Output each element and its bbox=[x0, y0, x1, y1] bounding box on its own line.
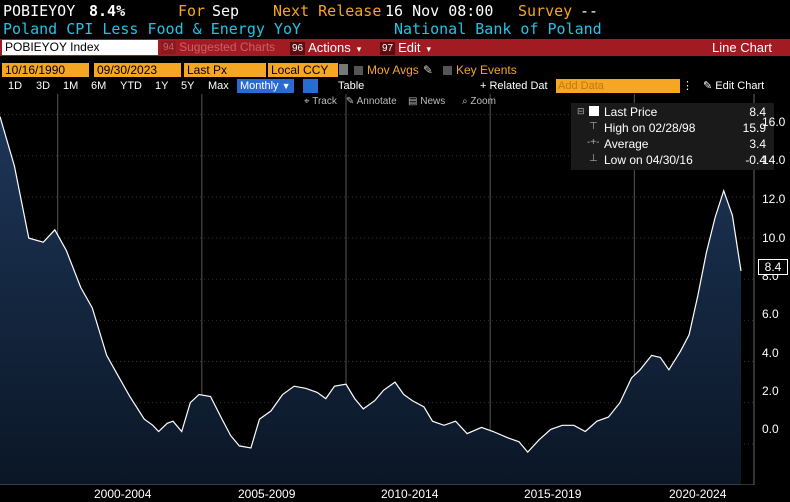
pencil-icon: ✎ bbox=[703, 80, 716, 92]
legend-average-value: 3.4 bbox=[749, 137, 766, 151]
collapse-icon[interactable]: ⊟ bbox=[577, 106, 585, 116]
magnifier-icon: ⌕ bbox=[462, 96, 471, 107]
series-line bbox=[0, 116, 742, 454]
more-options-icon[interactable]: ⋮ bbox=[682, 80, 693, 92]
y-tick-label: 6.0 bbox=[762, 307, 779, 321]
chart-legend: ⊟ Last Price 8.4 ⊤ High on 02/28/98 15.9… bbox=[571, 103, 774, 170]
annotate-tool[interactable]: ✎ Annotate bbox=[346, 96, 397, 107]
source-label: National Bank of Poland bbox=[394, 20, 602, 38]
legend-low-value: -0.4 bbox=[745, 153, 766, 167]
next-release-value: 16 Nov 08:00 bbox=[385, 2, 494, 20]
zoom-tool[interactable]: ⌕ Zoom bbox=[462, 96, 496, 107]
x-tick-label: 2020-2024 bbox=[669, 487, 727, 501]
series-swatch bbox=[589, 106, 599, 116]
x-tick-label: 2015-2019 bbox=[524, 487, 582, 501]
tab-3d[interactable]: 3D bbox=[36, 80, 51, 92]
checkbox-icon bbox=[443, 66, 452, 75]
low-marker-icon: ⊥ bbox=[589, 153, 598, 164]
last-value-marker: 8.4 bbox=[758, 259, 788, 275]
legend-high-label: High on 02/28/98 bbox=[604, 121, 696, 135]
edit-menu[interactable]: 97 Edit ▾ bbox=[380, 40, 432, 55]
x-tick-label: 2010-2014 bbox=[381, 487, 439, 501]
frequency-select[interactable]: Monthly ▼ bbox=[237, 79, 294, 93]
suggested-charts-button[interactable]: 94 Suggested Charts bbox=[161, 40, 276, 54]
tab-5y[interactable]: 5Y bbox=[181, 80, 195, 92]
high-marker-icon: ⊤ bbox=[589, 121, 598, 132]
currency-dropdown-icon[interactable] bbox=[339, 64, 348, 75]
security-field[interactable]: POBIEYOY Index bbox=[2, 40, 158, 55]
news-icon: ▤ bbox=[408, 96, 421, 107]
actions-menu[interactable]: 96 Actions ▾ bbox=[290, 40, 362, 55]
checkbox-icon bbox=[354, 66, 363, 75]
related-data-button[interactable]: + Related Dat bbox=[480, 80, 548, 92]
x-tick-label: 2005-2009 bbox=[238, 487, 296, 501]
y-tick-label: 2.0 bbox=[762, 384, 779, 398]
tab-1m[interactable]: 1M bbox=[63, 80, 79, 92]
y-tick-label: 14.0 bbox=[762, 153, 786, 167]
track-tool[interactable]: ⌖ Track bbox=[304, 96, 337, 107]
area-fill bbox=[0, 116, 741, 485]
legend-high-value: 15.9 bbox=[742, 121, 766, 135]
edit-chart-button[interactable]: ✎ Edit Chart bbox=[703, 80, 765, 92]
next-release-label: Next Release bbox=[273, 2, 382, 20]
key-events-toggle[interactable]: Key Events bbox=[443, 63, 517, 77]
survey-value: -- bbox=[580, 2, 599, 20]
y-tick-label: 12.0 bbox=[762, 192, 786, 206]
last-value: 8.4% bbox=[89, 2, 126, 20]
y-tick-label: 4.0 bbox=[762, 346, 779, 360]
chevron-down-icon: ▾ bbox=[356, 44, 362, 54]
for-label: For bbox=[178, 2, 206, 20]
end-date-field[interactable]: 09/30/2023 bbox=[94, 63, 181, 77]
currency-select[interactable]: Local CCY bbox=[268, 63, 338, 77]
y-tick-label: 16.0 bbox=[762, 115, 786, 129]
tab-ytd[interactable]: YTD bbox=[120, 80, 142, 92]
date-separator: - bbox=[90, 63, 94, 77]
tab-1d[interactable]: 1D bbox=[8, 80, 23, 92]
pencil-icon: ✎ bbox=[422, 63, 433, 77]
x-tick-label: 2000-2004 bbox=[94, 487, 152, 501]
table-button[interactable]: Table bbox=[338, 80, 365, 92]
chevron-down-icon: ▾ bbox=[426, 44, 432, 54]
add-data-input[interactable]: Add Data bbox=[556, 79, 680, 93]
survey-label: Survey bbox=[518, 2, 573, 20]
plus-icon: + bbox=[480, 80, 490, 92]
pencil-icon: ✎ bbox=[346, 96, 357, 107]
legend-last-price-value: 8.4 bbox=[749, 105, 766, 119]
line-chart-icon[interactable] bbox=[303, 79, 318, 93]
security-description: Poland CPI Less Food & Energy YoY bbox=[3, 20, 302, 38]
legend-average-label: Average bbox=[604, 137, 649, 151]
y-tick-label: 0.0 bbox=[762, 422, 779, 436]
field-select[interactable]: Last Px bbox=[184, 63, 266, 77]
average-marker-icon: -+- bbox=[587, 137, 600, 148]
y-tick-label: 10.0 bbox=[762, 231, 786, 245]
legend-last-price-label: Last Price bbox=[604, 105, 658, 119]
triangle-down-icon: ▼ bbox=[281, 81, 291, 91]
tab-1y[interactable]: 1Y bbox=[155, 80, 169, 92]
toolbar: POBIEYOY Index 94 Suggested Charts 96 Acti… bbox=[0, 39, 790, 56]
news-tool[interactable]: ▤ News bbox=[408, 96, 446, 107]
tab-6m[interactable]: 6M bbox=[91, 80, 107, 92]
start-date-field[interactable]: 10/16/1990 bbox=[2, 63, 89, 77]
crosshair-icon: ⌖ bbox=[304, 96, 313, 107]
period-tabs: 1D 3D 1M 6M YTD 1Y 5Y Max Monthly ▼ Tabl… bbox=[0, 79, 790, 93]
chart-type-label[interactable]: Line Chart bbox=[712, 40, 772, 55]
mov-avgs-toggle[interactable]: Mov Avgs ✎ bbox=[354, 63, 433, 77]
ticker-label: POBIEYOY bbox=[3, 2, 76, 20]
tab-max[interactable]: Max bbox=[208, 80, 229, 92]
for-value: Sep bbox=[212, 2, 240, 20]
legend-low-label: Low on 04/30/16 bbox=[604, 153, 693, 167]
